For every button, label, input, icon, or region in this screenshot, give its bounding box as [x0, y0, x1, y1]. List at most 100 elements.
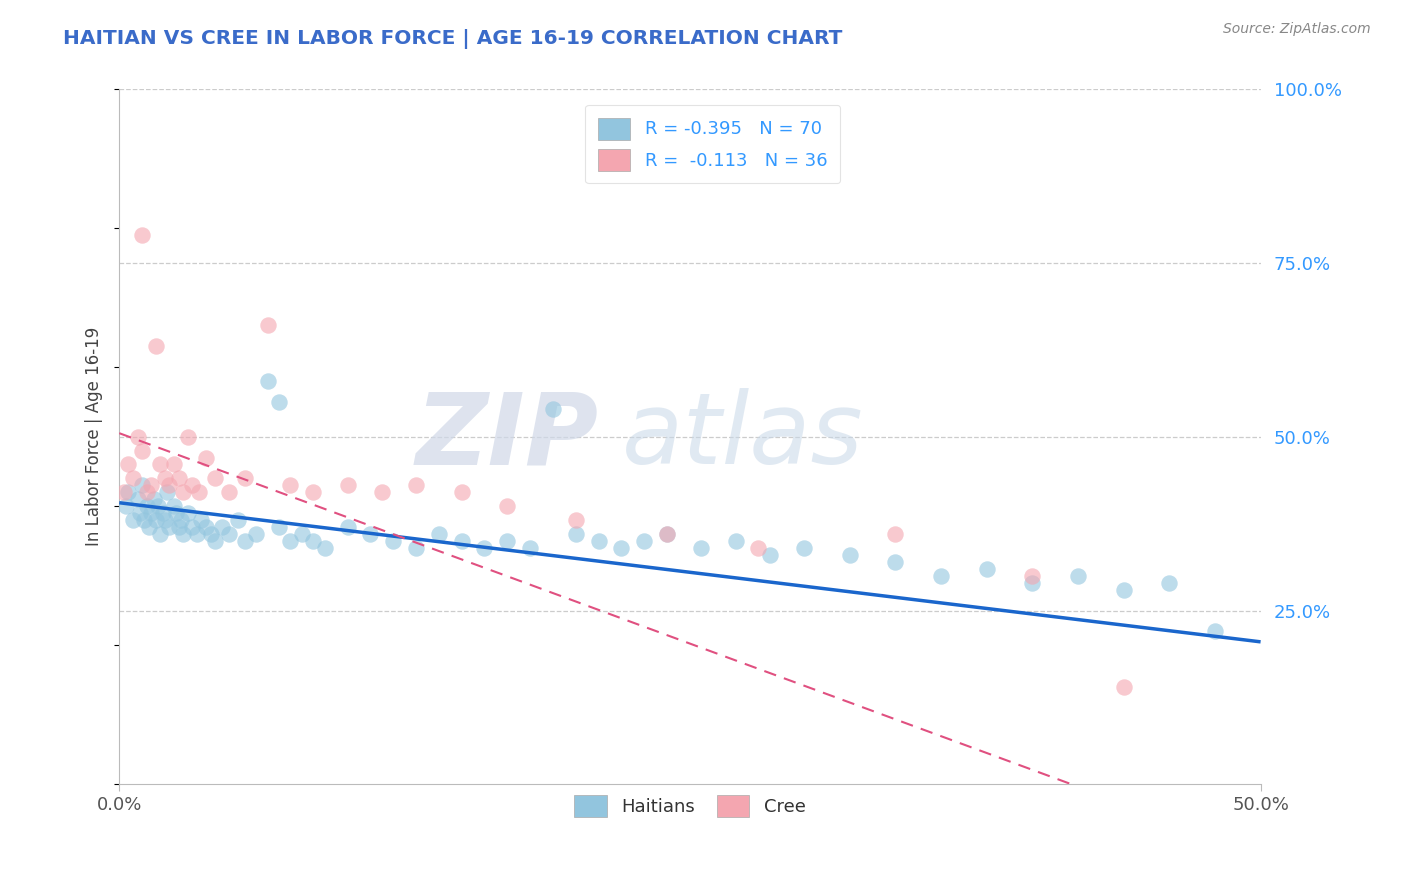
Point: [314, 541, 336, 555]
Point: [141, 478, 163, 492]
Point: [565, 527, 588, 541]
Point: [131, 478, 153, 492]
Point: [655, 527, 678, 541]
Point: [188, 485, 211, 500]
Point: [117, 458, 139, 472]
Point: [204, 533, 226, 548]
Point: [195, 520, 218, 534]
Point: [336, 520, 359, 534]
Point: [159, 478, 181, 492]
Point: [929, 568, 952, 582]
Point: [496, 533, 519, 548]
Point: [474, 541, 496, 555]
Text: ZIP: ZIP: [416, 388, 599, 485]
Point: [371, 485, 394, 500]
Point: [172, 485, 194, 500]
Point: [200, 527, 222, 541]
Point: [170, 513, 193, 527]
Point: [256, 374, 278, 388]
Point: [181, 478, 204, 492]
Point: [541, 401, 564, 416]
Point: [280, 478, 302, 492]
Point: [759, 548, 782, 562]
Point: [1021, 568, 1043, 582]
Point: [167, 471, 190, 485]
Point: [135, 485, 157, 500]
Point: [122, 513, 145, 527]
Point: [112, 485, 135, 500]
Point: [145, 339, 167, 353]
Point: [145, 513, 167, 527]
Point: [149, 458, 172, 472]
Point: [245, 527, 267, 541]
Point: [496, 500, 519, 514]
Point: [976, 562, 998, 576]
Point: [793, 541, 815, 555]
Point: [450, 485, 472, 500]
Point: [1112, 680, 1135, 694]
Point: [163, 500, 186, 514]
Point: [655, 527, 678, 541]
Point: [280, 533, 302, 548]
Point: [134, 513, 156, 527]
Point: [153, 513, 176, 527]
Point: [156, 485, 179, 500]
Point: [690, 541, 713, 555]
Point: [131, 227, 153, 242]
Point: [135, 500, 157, 514]
Point: [633, 533, 655, 548]
Point: [1112, 582, 1135, 597]
Point: [138, 520, 160, 534]
Point: [218, 527, 240, 541]
Point: [256, 318, 278, 333]
Point: [519, 541, 541, 555]
Legend: Haitians, Cree: Haitians, Cree: [567, 788, 813, 824]
Point: [163, 458, 186, 472]
Point: [115, 500, 138, 514]
Point: [382, 533, 405, 548]
Point: [153, 471, 176, 485]
Point: [128, 506, 150, 520]
Point: [450, 533, 472, 548]
Point: [211, 520, 233, 534]
Point: [610, 541, 633, 555]
Point: [405, 541, 427, 555]
Point: [359, 527, 381, 541]
Point: [884, 527, 907, 541]
Point: [233, 471, 256, 485]
Point: [302, 485, 325, 500]
Point: [177, 506, 200, 520]
Point: [267, 520, 290, 534]
Point: [427, 527, 450, 541]
Point: [127, 492, 149, 507]
Point: [142, 492, 165, 507]
Point: [181, 520, 204, 534]
Point: [838, 548, 860, 562]
Point: [190, 513, 212, 527]
Point: [172, 527, 194, 541]
Point: [1159, 575, 1181, 590]
Point: [226, 513, 249, 527]
Point: [724, 533, 747, 548]
Point: [141, 506, 163, 520]
Point: [195, 450, 218, 465]
Point: [233, 533, 256, 548]
Point: [302, 533, 325, 548]
Point: [186, 527, 208, 541]
Point: [122, 471, 145, 485]
Point: [149, 527, 172, 541]
Point: [165, 506, 187, 520]
Point: [218, 485, 240, 500]
Point: [565, 513, 588, 527]
Point: [117, 485, 139, 500]
Point: [1204, 624, 1226, 639]
Point: [159, 520, 181, 534]
Point: [884, 555, 907, 569]
Point: [177, 430, 200, 444]
Point: [131, 443, 153, 458]
Point: [146, 500, 169, 514]
Point: [1021, 575, 1043, 590]
Point: [588, 533, 610, 548]
Y-axis label: In Labor Force | Age 16-19: In Labor Force | Age 16-19: [86, 327, 103, 546]
Point: [167, 520, 190, 534]
